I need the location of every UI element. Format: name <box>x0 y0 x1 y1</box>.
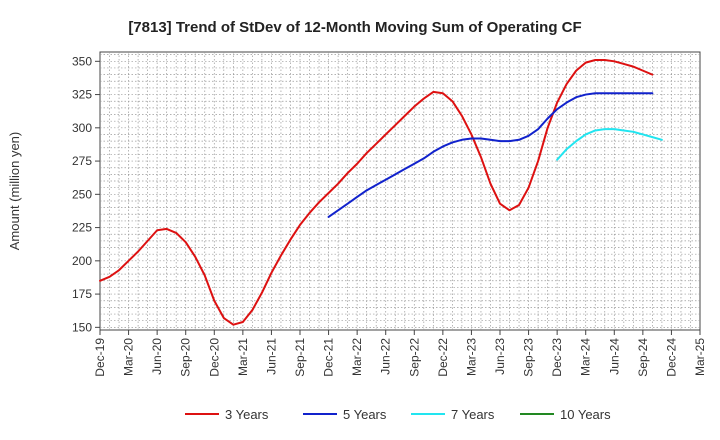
series-line-3-years <box>99 58 654 326</box>
legend-label-10-years: 10 Years <box>560 407 611 422</box>
x-tick-label: Dec-19 <box>93 338 107 377</box>
x-tick-label: Mar-21 <box>236 338 250 376</box>
y-tick-label: 225 <box>72 221 92 235</box>
x-tick-label: Mar-25 <box>693 338 707 376</box>
legend-label-7-years: 7 Years <box>451 407 495 422</box>
x-tick-label: Jun-23 <box>493 338 507 375</box>
y-tick-label: 200 <box>72 254 92 268</box>
x-tick-label: Dec-20 <box>207 338 221 377</box>
chart-title: [7813] Trend of StDev of 12-Month Moving… <box>128 19 581 36</box>
x-tick-label: Sep-22 <box>407 338 421 377</box>
plot-area: 150 175 200 225 250 275 300 325 350 Dec-19 Mar-20 J… <box>72 51 707 377</box>
x-tick-label: Dec-22 <box>436 338 450 377</box>
y-tick-label: 175 <box>72 287 92 301</box>
y-tick-label: 350 <box>72 54 92 68</box>
x-tick-label: Dec-24 <box>664 338 678 377</box>
x-tick-label: Jun-20 <box>150 338 164 375</box>
x-tick-label: Jun-24 <box>607 338 621 375</box>
x-tick-label: Mar-24 <box>579 338 593 376</box>
x-tick-label: Jun-22 <box>379 338 393 375</box>
x-tick-label: Jun-21 <box>264 338 278 375</box>
x-tick-label: Dec-21 <box>322 338 336 377</box>
y-tick-label: 150 <box>72 320 92 334</box>
x-tick-label: Mar-22 <box>350 338 364 376</box>
plot-frame <box>99 51 701 331</box>
x-tick-label: Sep-23 <box>522 338 536 377</box>
x-tick-label: Mar-20 <box>122 338 136 376</box>
legend: 3 Years 5 Years 7 Years 10 Years <box>185 407 611 422</box>
x-tick-label: Sep-20 <box>179 338 193 377</box>
x-tick-label: Dec-23 <box>550 338 564 377</box>
series-line-5-years <box>327 92 654 218</box>
series-line-7-years <box>556 128 663 161</box>
x-tick-label: Sep-24 <box>636 338 650 377</box>
y-axis-label: Amount (million yen) <box>7 132 22 251</box>
x-tick-label: Sep-21 <box>293 338 307 377</box>
y-tick-label: 300 <box>72 121 92 135</box>
legend-label-3-years: 3 Years <box>225 407 269 422</box>
x-tick-label: Mar-23 <box>464 338 478 376</box>
legend-label-5-years: 5 Years <box>343 407 387 422</box>
y-tick-label: 250 <box>72 187 92 201</box>
y-tick-label: 275 <box>72 154 92 168</box>
y-tick-label: 325 <box>72 88 92 102</box>
